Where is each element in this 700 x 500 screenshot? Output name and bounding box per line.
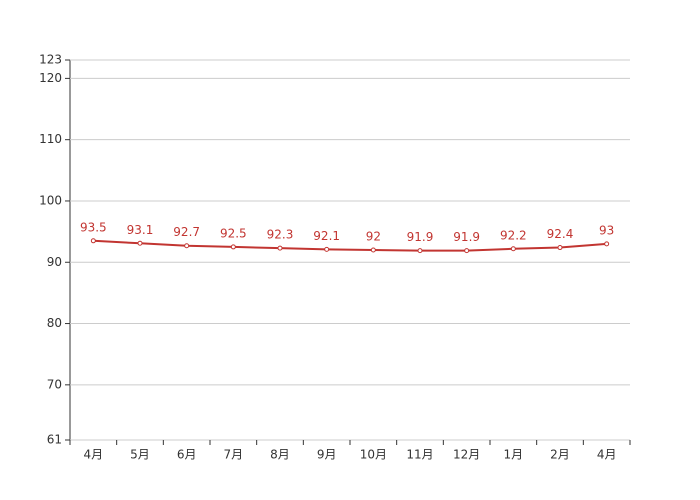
x-tick-label: 2月	[550, 448, 570, 462]
value-label: 92.7	[173, 225, 200, 239]
point	[230, 244, 236, 250]
point	[324, 246, 330, 252]
point	[464, 248, 470, 254]
x-tick-label: 6月	[177, 448, 197, 462]
value-label: 91.9	[407, 230, 434, 244]
y-tick-label: 120	[39, 71, 62, 85]
point	[184, 243, 190, 249]
y-tick-label: 123	[39, 53, 62, 67]
x-tick-label: 12月	[453, 448, 480, 462]
y-tick-label: 100	[39, 193, 62, 207]
value-label: 93	[599, 223, 614, 237]
value-label: 93.5	[80, 220, 107, 234]
value-label: 93.1	[127, 223, 154, 237]
y-tick-label: 70	[47, 377, 62, 391]
value-label: 92.2	[500, 228, 527, 242]
value-label: 92.3	[267, 228, 294, 242]
point	[277, 245, 283, 251]
x-tick-label: 5月	[130, 448, 150, 462]
y-tick-label: 61	[47, 433, 62, 447]
point	[417, 248, 423, 254]
line	[93, 239, 607, 252]
x-tick-label: 8月	[270, 448, 290, 462]
value-label: 92.1	[313, 229, 340, 243]
point	[90, 238, 96, 244]
y-tick-label: 80	[47, 316, 62, 330]
point	[604, 241, 610, 247]
value-label: 92.4	[547, 227, 574, 241]
x-tick-label: 11月	[406, 448, 433, 462]
value-label: 91.9	[453, 230, 480, 244]
y-tick-label: 90	[47, 255, 62, 269]
point	[370, 247, 376, 253]
x-tick-label: 4月	[597, 448, 617, 462]
point	[557, 245, 563, 251]
value-label: 92	[366, 230, 381, 244]
x-tick-label: 1月	[504, 448, 524, 462]
y-tick-label: 110	[39, 132, 62, 146]
point	[137, 240, 143, 246]
x-tick-label: 7月	[224, 448, 244, 462]
x-tick-label: 10月	[360, 448, 387, 462]
point	[510, 246, 516, 252]
value-label: 92.5	[220, 226, 247, 240]
x-tick-label: 9月	[317, 448, 337, 462]
x-tick-label: 4月	[84, 448, 104, 462]
